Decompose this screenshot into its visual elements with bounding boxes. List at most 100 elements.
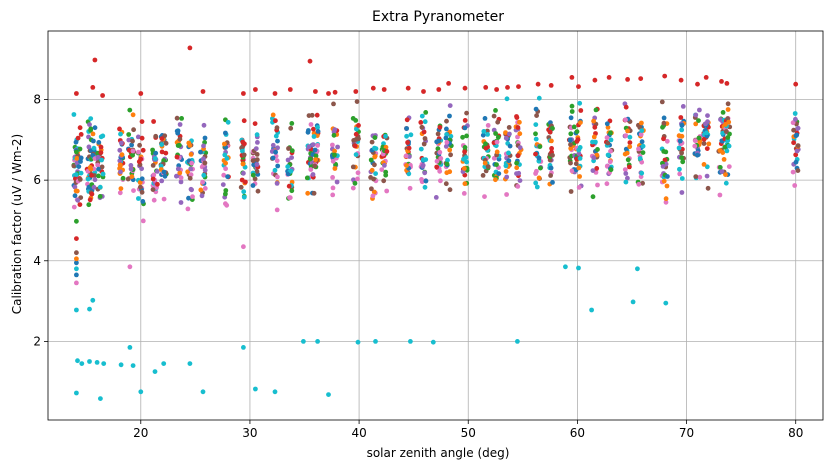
outlier-data-point: [118, 362, 124, 368]
data-point: [639, 128, 645, 134]
data-point: [578, 108, 584, 113]
data-point: [568, 131, 574, 137]
data-point: [161, 169, 167, 175]
data-point: [661, 136, 666, 142]
data-point: [72, 184, 78, 190]
data-point: [663, 199, 669, 205]
data-point: [381, 178, 387, 184]
data-point: [793, 159, 799, 165]
data-point: [724, 148, 730, 154]
data-point: [91, 145, 97, 151]
data-point: [139, 189, 145, 195]
data-point: [627, 164, 632, 170]
data-point: [128, 163, 134, 168]
data-point: [504, 192, 509, 197]
data-point: [373, 171, 378, 177]
data-point: [506, 158, 512, 164]
data-point: [448, 133, 454, 139]
data-point: [119, 140, 124, 146]
data-point: [270, 112, 276, 118]
data-point: [677, 166, 682, 172]
data-point: [719, 169, 725, 174]
data-point: [514, 114, 519, 119]
data-point: [350, 116, 356, 121]
data-point: [637, 156, 643, 161]
data-point: [77, 146, 83, 152]
data-point: [126, 132, 132, 137]
data-point: [177, 142, 182, 148]
x-tick-label: 50: [461, 426, 476, 440]
data-point: [187, 175, 193, 181]
data-point: [549, 138, 554, 144]
upper-data-point: [272, 91, 278, 96]
data-point: [537, 144, 543, 150]
data-point: [96, 173, 101, 179]
data-point: [163, 140, 169, 146]
upper-data-point: [462, 85, 468, 91]
data-point: [462, 181, 468, 187]
data-point: [422, 119, 428, 125]
data-point: [568, 115, 574, 121]
data-point: [573, 161, 579, 167]
data-point: [274, 158, 280, 164]
upper-data-point: [569, 75, 575, 80]
data-point: [517, 131, 523, 137]
y-tick-label: 6: [33, 173, 41, 187]
data-point: [482, 164, 488, 170]
data-point: [791, 140, 796, 146]
data-point: [330, 142, 335, 148]
upper-data-point: [200, 89, 206, 94]
data-point: [438, 156, 444, 161]
data-point: [515, 153, 521, 159]
data-point: [275, 174, 280, 180]
data-points: [71, 45, 801, 401]
x-axis-label: solar zenith angle (deg): [367, 446, 510, 460]
data-point: [201, 156, 206, 162]
data-point: [536, 95, 542, 101]
data-point: [222, 152, 228, 158]
data-point: [464, 159, 470, 165]
data-point: [88, 116, 94, 121]
x-tick-label: 70: [679, 426, 694, 440]
data-point: [569, 103, 575, 109]
data-point: [693, 174, 699, 180]
data-point: [306, 113, 312, 118]
data-point: [567, 137, 573, 143]
data-point: [384, 149, 390, 154]
data-point: [130, 138, 135, 144]
data-point: [312, 147, 318, 153]
data-point: [285, 164, 291, 170]
data-point: [332, 152, 337, 158]
data-point: [222, 141, 227, 147]
data-point: [198, 149, 203, 155]
data-point: [591, 134, 597, 140]
data-point: [461, 191, 467, 196]
data-point: [680, 159, 686, 165]
data-point: [71, 163, 77, 169]
data-point: [577, 156, 583, 161]
upper-data-point: [625, 77, 630, 82]
data-point: [514, 171, 519, 177]
data-point: [435, 146, 441, 152]
data-point: [315, 125, 320, 130]
data-point: [188, 152, 194, 157]
data-point: [75, 197, 81, 203]
data-point: [372, 145, 377, 151]
data-point: [308, 167, 314, 172]
data-point: [313, 153, 319, 159]
data-point: [155, 181, 160, 187]
data-point: [384, 188, 390, 194]
data-point: [701, 141, 707, 146]
data-point: [159, 142, 165, 147]
data-point: [795, 143, 801, 149]
data-point: [255, 188, 261, 194]
data-point: [627, 134, 633, 140]
data-point: [704, 173, 710, 179]
data-point: [679, 155, 684, 161]
data-point: [445, 157, 450, 163]
data-point: [664, 183, 670, 189]
data-point: [404, 133, 409, 139]
data-point: [517, 145, 523, 151]
outlier-data-point: [74, 390, 79, 396]
data-point: [189, 187, 195, 193]
